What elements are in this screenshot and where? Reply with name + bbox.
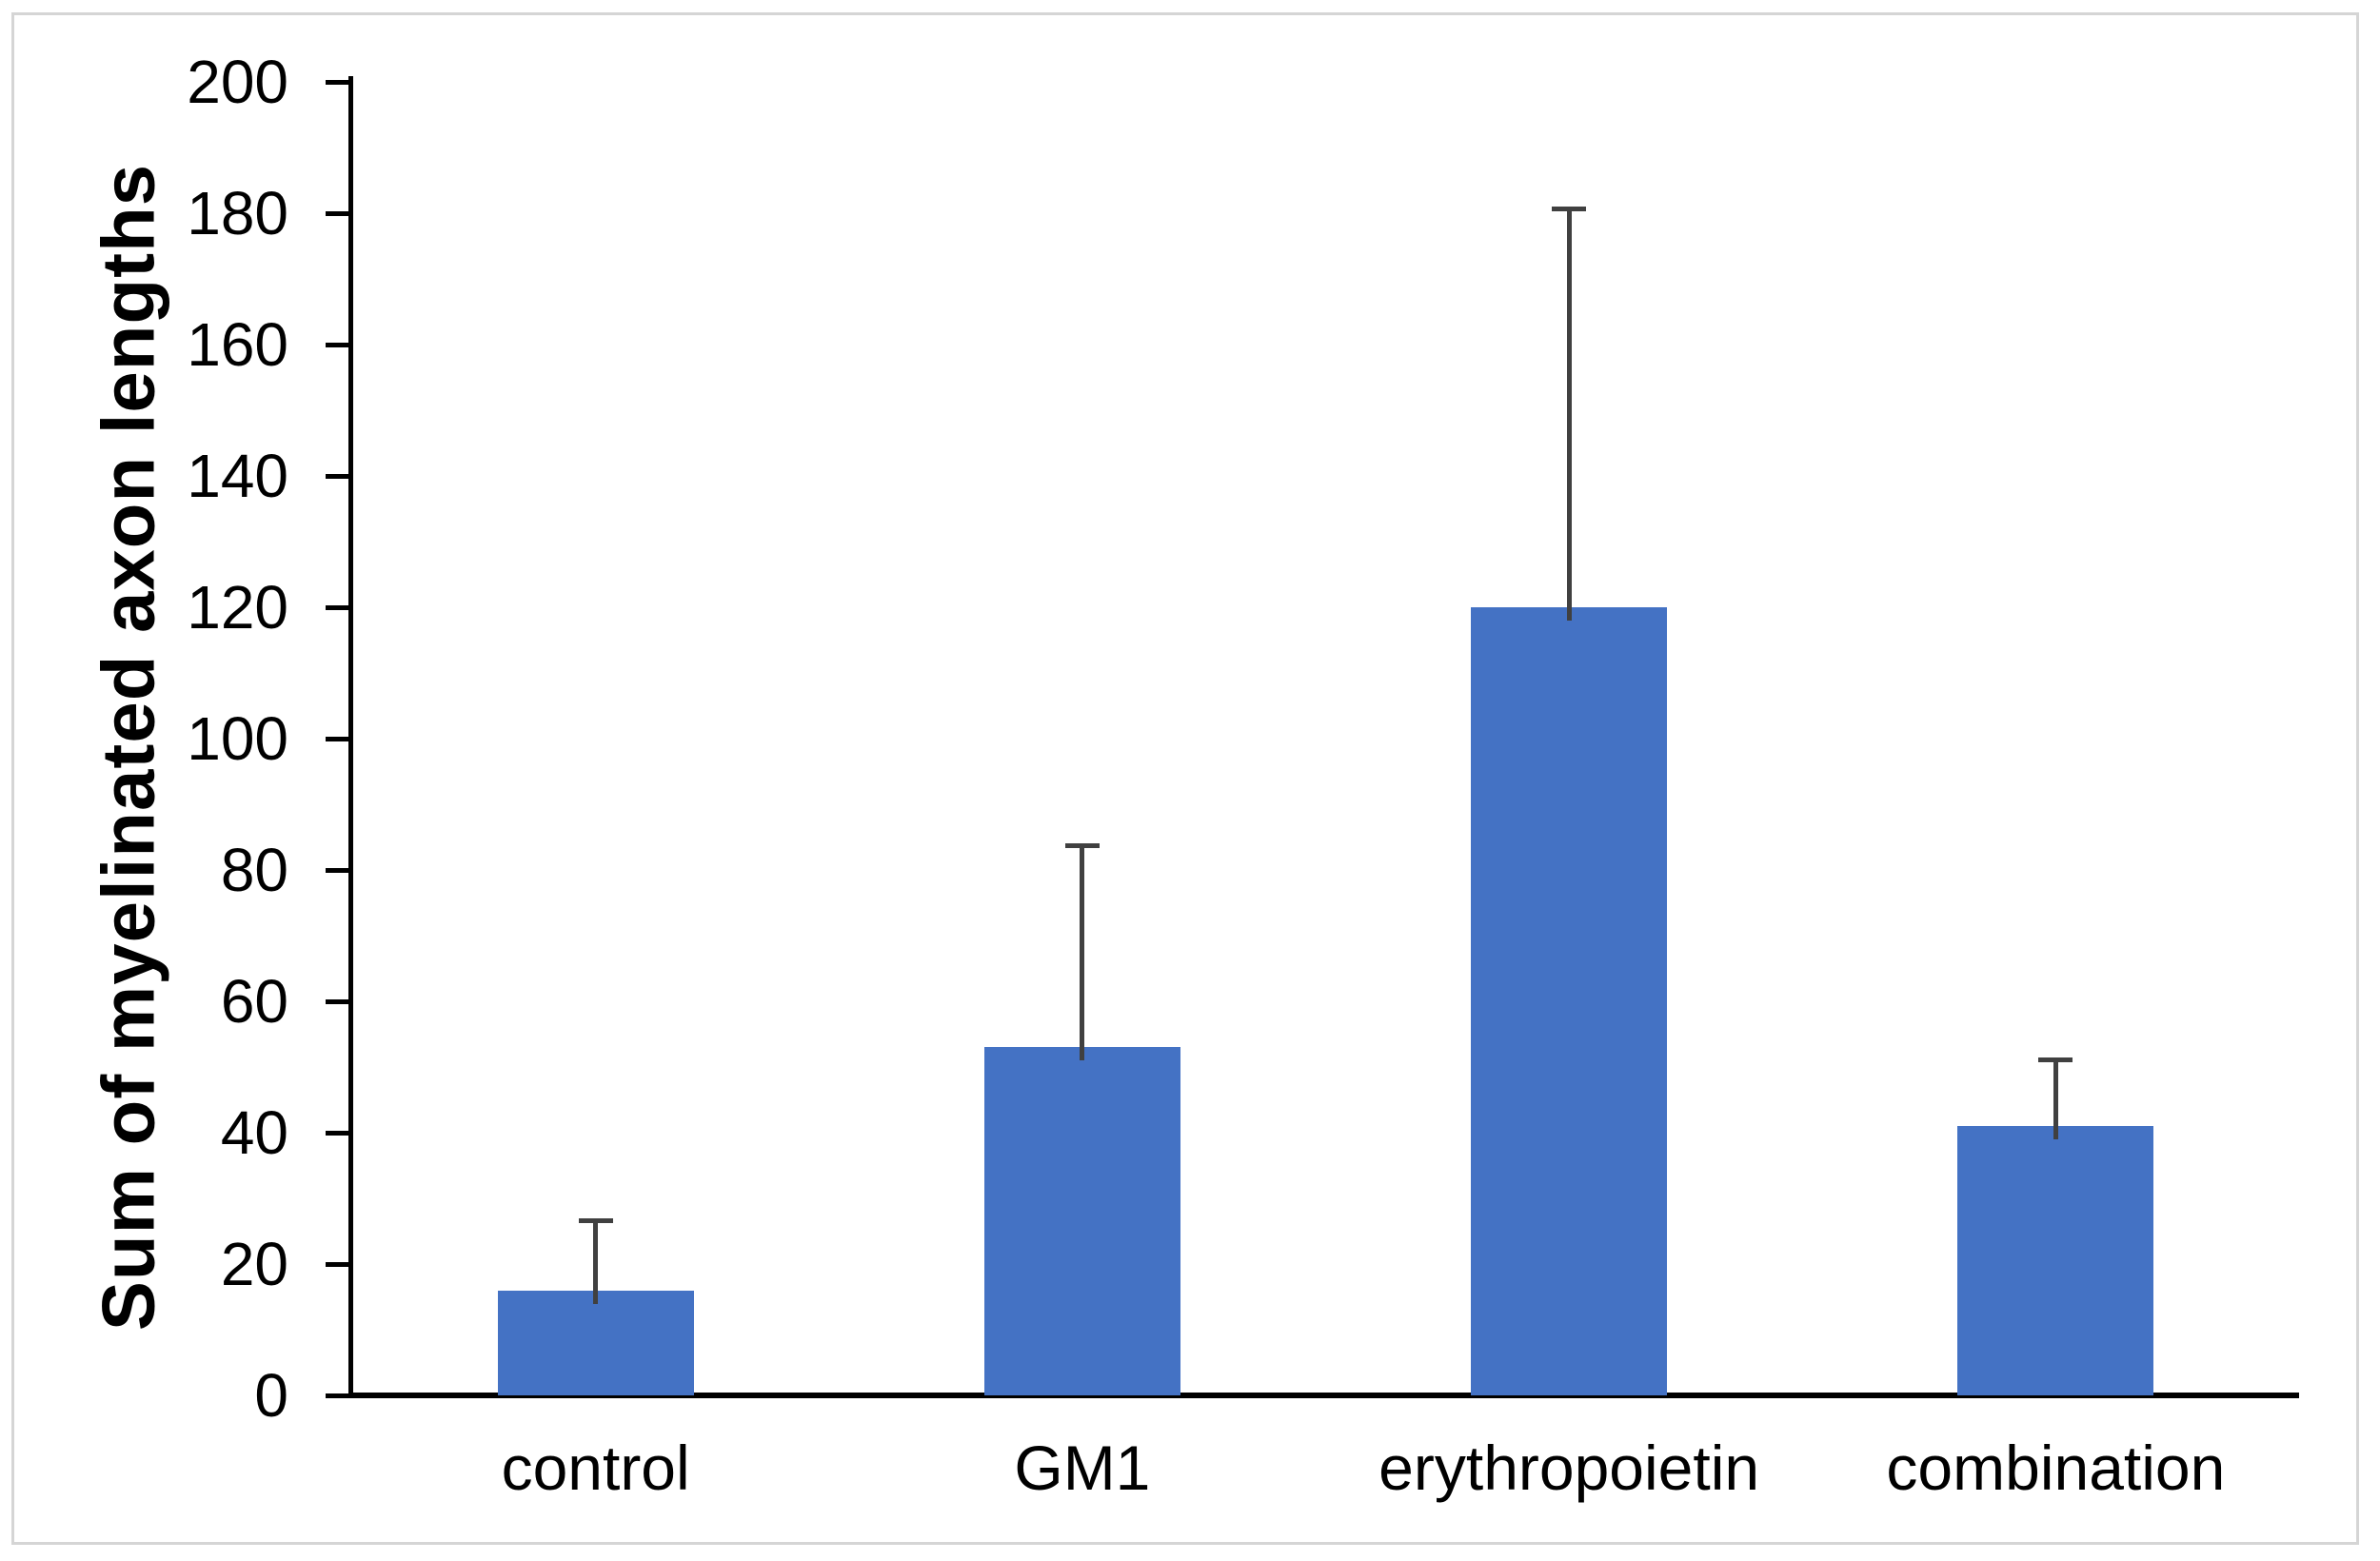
category-label: erythropoietin [1378,1433,1760,1503]
y-axis-tick-label: 140 [187,442,288,510]
error-bar-cap [578,1217,613,1223]
y-axis-tick-label: 100 [187,704,288,773]
y-axis-tick [326,1261,350,1267]
x-axis-line [348,1393,2299,1398]
y-axis-tick [326,342,350,347]
y-axis-tick [326,736,350,741]
y-axis-tick-label: 80 [220,836,288,904]
error-bar-stem [593,1217,599,1304]
bar [983,1047,1180,1395]
y-axis-tick-label: 200 [187,48,288,116]
y-axis-tick-label: 0 [254,1361,288,1430]
y-axis-tick-label: 160 [187,310,288,379]
bar [1471,607,1668,1395]
y-axis-tick [326,473,350,479]
error-bar-cap [1552,207,1587,212]
y-axis-tick [326,604,350,610]
y-axis-tick-label: 40 [220,1098,288,1167]
y-axis-tick [326,998,350,1004]
y-axis-tick [326,79,350,85]
y-axis-tick [326,867,350,873]
y-axis-tick [326,1130,350,1136]
bar [497,1290,694,1395]
category-label: GM1 [1014,1433,1151,1503]
y-axis-tick-label: 60 [220,967,288,1036]
y-axis-tick [326,1393,350,1398]
error-bar-stem [1080,843,1085,1061]
bar [1957,1126,2154,1395]
y-axis-tick-label: 20 [220,1230,288,1298]
y-axis-tick-label: 180 [187,179,288,247]
error-bar-cap [1064,843,1100,849]
error-bar-stem [2053,1057,2058,1140]
error-bar-cap [2038,1057,2073,1062]
category-label: combination [1886,1433,2226,1503]
y-axis-tick [326,210,350,216]
y-axis-line [348,76,353,1398]
category-label: control [501,1433,690,1503]
y-axis-tick-label: 120 [187,573,288,642]
error-bar-stem [1566,207,1572,621]
